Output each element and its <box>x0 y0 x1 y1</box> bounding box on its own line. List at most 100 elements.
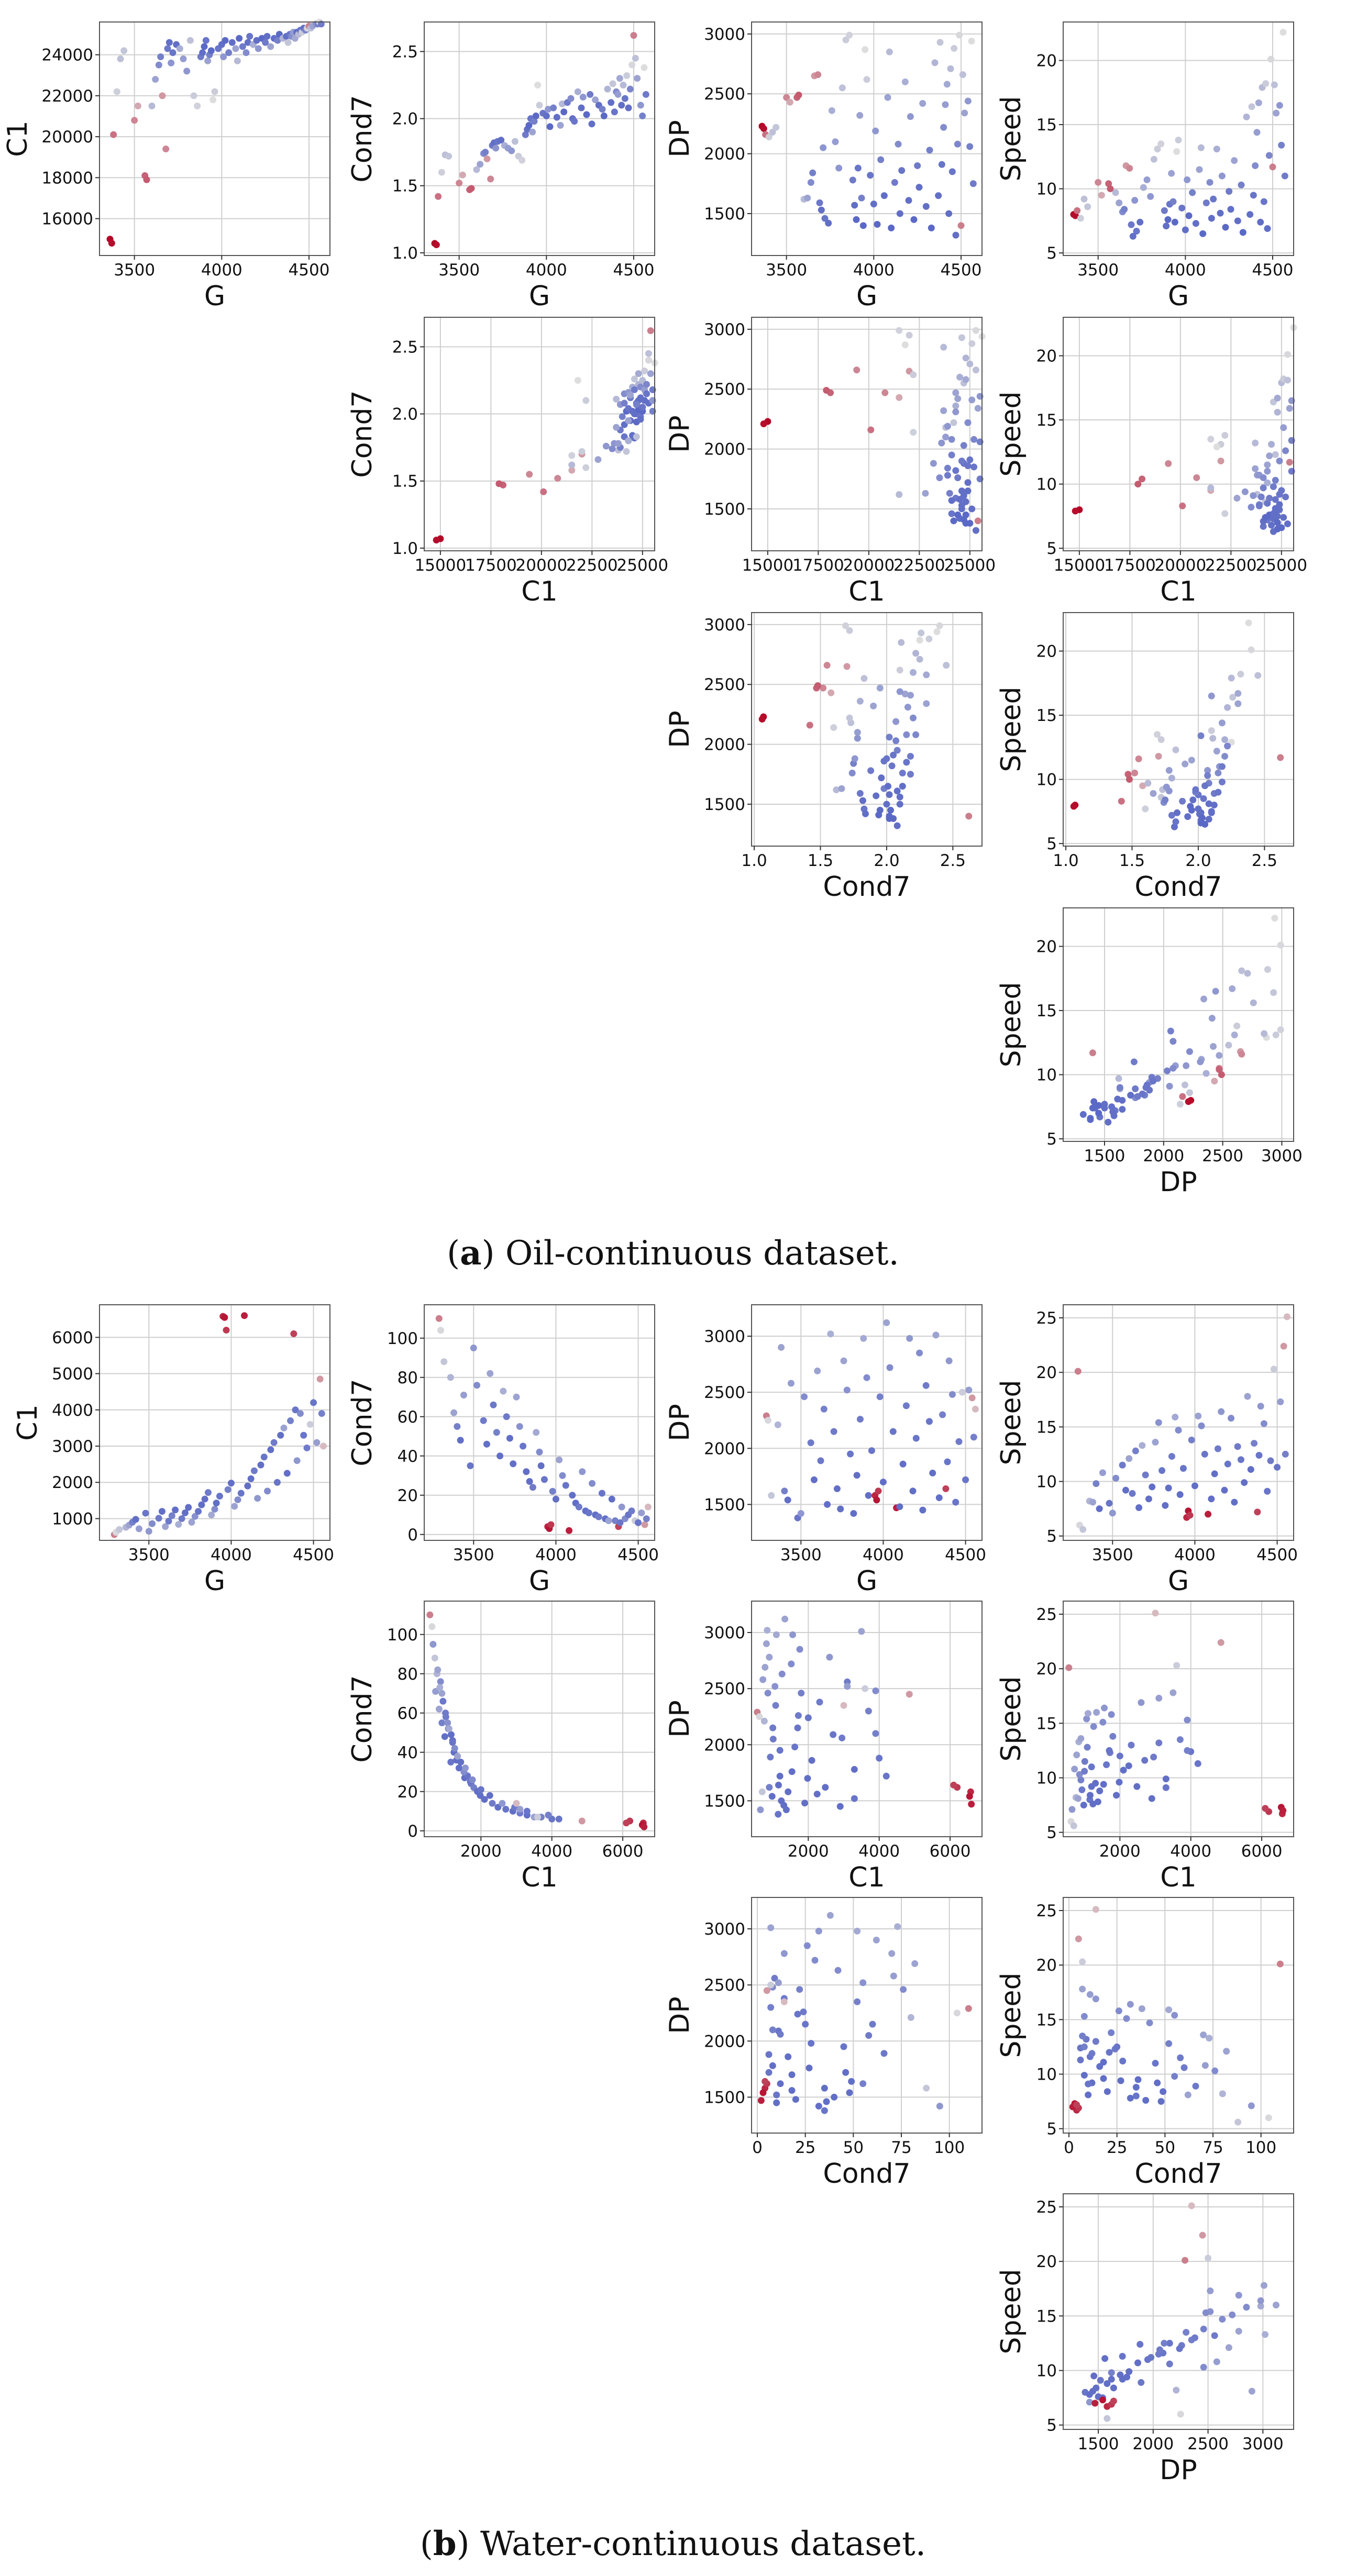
y-tick-label: 40 <box>398 1744 418 1762</box>
data-point <box>940 407 947 414</box>
data-point <box>821 215 829 222</box>
data-point <box>1197 819 1205 827</box>
data-point <box>1192 786 1199 793</box>
plot-area <box>751 21 983 256</box>
data-point <box>843 1386 851 1394</box>
data-point <box>1115 1075 1122 1082</box>
data-point <box>1276 501 1283 508</box>
data-point <box>639 404 646 411</box>
data-point <box>1089 1104 1096 1112</box>
data-point <box>575 1503 582 1511</box>
data-point <box>1074 207 1081 214</box>
data-point <box>1150 1753 1157 1761</box>
gridlines <box>752 317 982 551</box>
data-point <box>930 460 937 467</box>
data-point <box>623 448 630 455</box>
data-point <box>1260 198 1267 205</box>
data-point <box>758 716 766 723</box>
y-tick-label: 20 <box>1036 1956 1057 1975</box>
data-point <box>1109 1509 1116 1517</box>
data-point <box>467 1462 474 1469</box>
x-tick-label: 2.5 <box>940 851 966 870</box>
gridlines <box>752 1305 982 1540</box>
data-point <box>283 1470 291 1477</box>
data-point <box>916 656 923 663</box>
x-tick-label: 4500 <box>1252 261 1294 280</box>
x-tick-label: 3500 <box>438 261 480 280</box>
data-point <box>959 71 966 79</box>
data-point <box>786 98 793 106</box>
data-point <box>1200 995 1208 1003</box>
y-tick-label: 3000 <box>704 25 745 44</box>
data-point <box>1130 1058 1138 1065</box>
data-point <box>1214 1445 1221 1452</box>
data-point <box>578 104 585 112</box>
data-point <box>1132 1085 1139 1093</box>
data-point <box>950 517 957 525</box>
data-point <box>826 1912 834 1919</box>
y-axis-label: DP <box>664 1996 696 2034</box>
data-point <box>1254 672 1262 679</box>
data-point <box>318 1410 325 1417</box>
data-point <box>1268 521 1275 529</box>
data-point <box>246 32 253 40</box>
data-point <box>1218 719 1226 727</box>
y-axis-label: DP <box>664 1700 696 1737</box>
data-point <box>923 671 930 679</box>
x-tick-label: 1500 <box>1078 2435 1119 2453</box>
data-point <box>508 147 515 154</box>
data-point <box>972 527 979 534</box>
y-tick-label: 3000 <box>704 1920 745 1939</box>
data-point <box>907 2014 914 2021</box>
data-point <box>1138 1699 1145 1706</box>
data-point <box>974 405 981 412</box>
data-point <box>1086 2399 1093 2406</box>
x-tick-label: 6000 <box>602 1842 644 1861</box>
plot-border <box>1063 1601 1294 1837</box>
y-tick-label: 1500 <box>704 205 745 224</box>
data-point <box>441 1733 448 1740</box>
data-point <box>492 145 500 152</box>
data-point <box>1234 217 1241 225</box>
data-point <box>901 691 909 698</box>
data-point <box>886 815 893 822</box>
data-point <box>925 635 933 642</box>
data-point <box>533 1429 540 1436</box>
data-point <box>796 1986 803 1993</box>
data-point <box>863 1374 870 1381</box>
x-axis-label: C1 <box>1160 576 1196 607</box>
data-point <box>1264 966 1271 973</box>
data-point <box>1133 1783 1141 1790</box>
x-axis-label: Cond7 <box>823 2158 910 2190</box>
data-point <box>851 1795 858 1802</box>
data-point <box>611 108 618 116</box>
data-point <box>916 637 923 644</box>
data-point <box>1200 795 1207 802</box>
data-point <box>875 1487 882 1495</box>
data-point <box>968 38 975 45</box>
data-point <box>842 2069 849 2076</box>
data-point <box>462 1764 469 1772</box>
data-point <box>854 1927 861 1935</box>
points <box>1072 324 1297 535</box>
data-point <box>1184 2091 1191 2098</box>
data-point <box>794 1724 801 1731</box>
data-point <box>1224 704 1231 711</box>
y-tick-label: 1500 <box>704 795 745 814</box>
y-tick-label: 1.0 <box>392 244 418 263</box>
data-point <box>1090 2372 1098 2380</box>
x-axis-label: DP <box>1160 1167 1197 1198</box>
data-point <box>953 2009 961 2017</box>
data-point <box>818 206 825 214</box>
data-point <box>1284 351 1291 358</box>
plot-border <box>751 1897 983 2134</box>
data-point <box>639 112 646 119</box>
data-point <box>764 1627 771 1634</box>
data-point <box>1274 513 1281 520</box>
data-point <box>853 367 860 374</box>
data-point <box>1243 113 1250 120</box>
data-point <box>928 224 935 231</box>
data-point <box>1088 1763 1095 1771</box>
data-point <box>1284 376 1291 384</box>
data-point <box>1184 176 1191 183</box>
